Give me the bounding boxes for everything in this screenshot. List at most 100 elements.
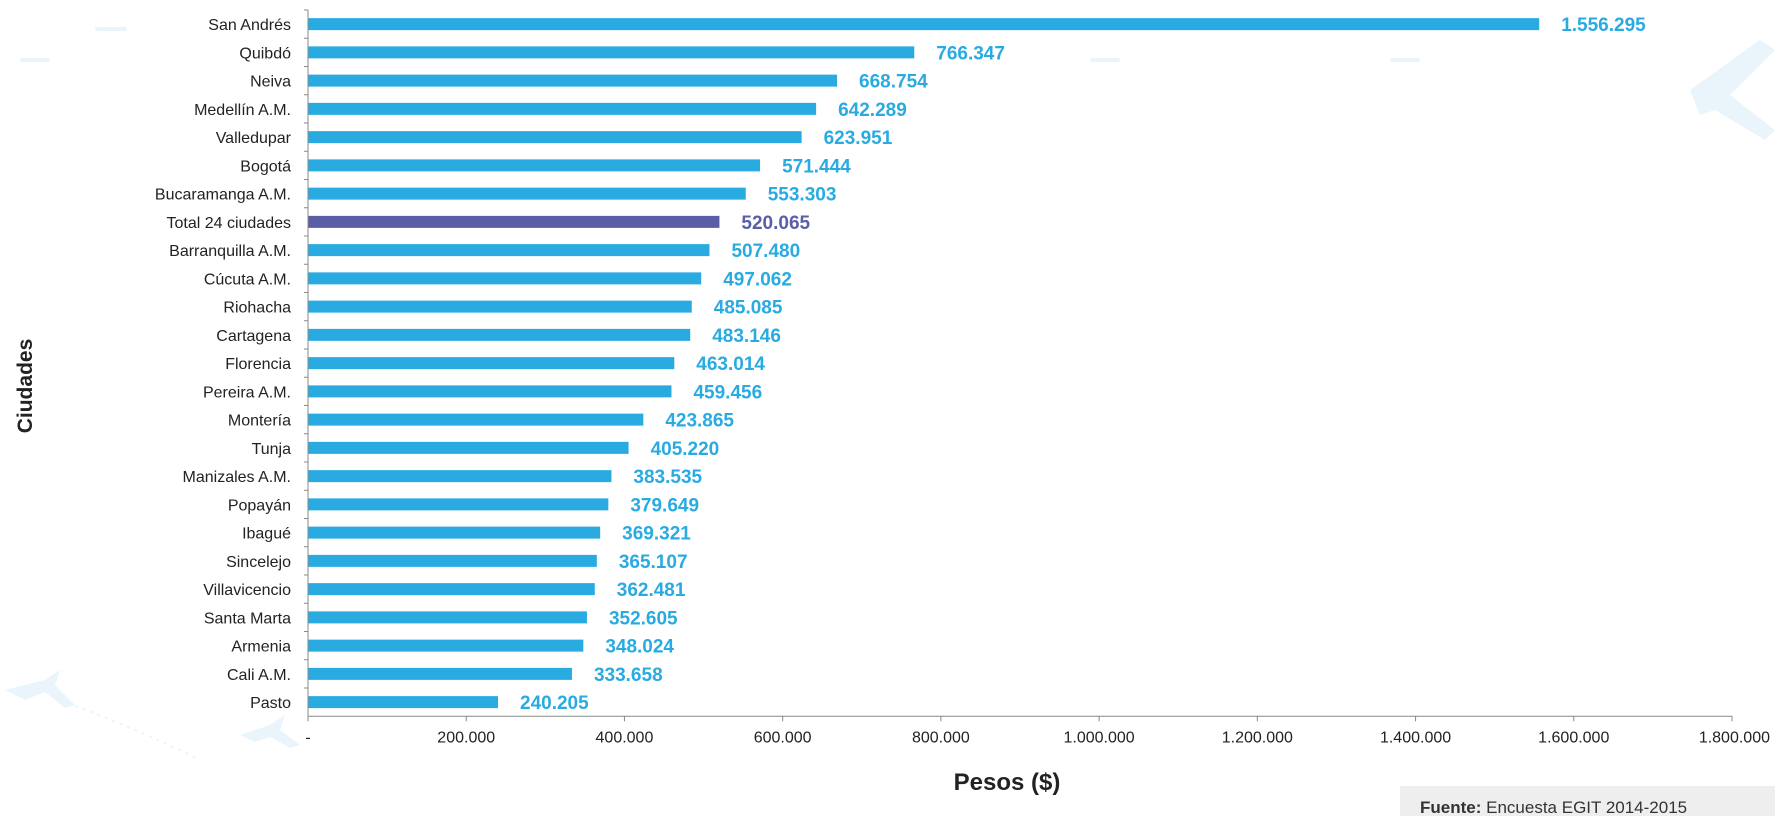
- bar: [308, 554, 597, 567]
- bar-value-label: 520.065: [741, 213, 810, 234]
- bar: [308, 667, 572, 680]
- category-label: Pasto: [250, 695, 291, 712]
- bar: [308, 583, 595, 596]
- category-label: Montería: [228, 413, 291, 430]
- source-text: Encuesta EGIT 2014-2015: [1486, 798, 1688, 817]
- bar: [308, 131, 802, 144]
- bar-value-label: 459.456: [693, 382, 762, 403]
- category-label: Armenia: [231, 639, 291, 656]
- bar: [308, 244, 710, 257]
- category-label: Valledupar: [216, 130, 292, 147]
- bar: [308, 159, 761, 172]
- bar: [308, 696, 499, 709]
- bar-value-label: 483.146: [712, 326, 781, 347]
- bar-value-label: 352.605: [609, 608, 678, 629]
- bar-value-label: 642.289: [838, 100, 907, 121]
- bar: [308, 215, 720, 228]
- category-label: Cali A.M.: [227, 667, 291, 684]
- category-label: Barranquilla A.M.: [169, 243, 291, 260]
- bar: [308, 498, 609, 511]
- bar-value-label: 463.014: [696, 354, 765, 375]
- dotted-flight-path: [59, 699, 201, 761]
- bar-value-label: 369.321: [622, 524, 691, 545]
- bar: [308, 611, 587, 624]
- category-label: Cúcuta A.M.: [204, 271, 291, 288]
- source-note: Fuente: Encuesta EGIT 2014-2015: [1400, 786, 1775, 817]
- category-label: Total 24 ciudades: [166, 215, 291, 232]
- bar-value-label: 348.024: [605, 637, 674, 658]
- bar: [308, 385, 672, 398]
- x-ticks-layer: - 200.000 400.000 600.000 800.000 1.000.000 1.…: [305, 716, 1770, 746]
- bar: [308, 18, 1540, 31]
- category-label: Bogotá: [240, 158, 291, 175]
- category-label: Florencia: [225, 356, 291, 373]
- bar-value-label: 383.535: [633, 467, 702, 488]
- category-label: Pereira A.M.: [203, 384, 291, 401]
- bar: [308, 413, 644, 426]
- bars-layer: [308, 18, 1540, 709]
- category-label: Ibagué: [242, 526, 291, 543]
- bar-value-label: 766.347: [936, 43, 1005, 64]
- background-decoration: [5, 27, 1775, 761]
- bar: [308, 441, 629, 454]
- bar: [308, 526, 601, 539]
- bar-value-label: 405.220: [651, 439, 720, 460]
- x-tick-label: 200.000: [437, 729, 495, 746]
- category-label: San Andrés: [208, 17, 291, 34]
- bar: [308, 272, 702, 285]
- category-label: Bucaramanga A.M.: [155, 187, 291, 204]
- bar-value-label: 507.480: [731, 241, 800, 262]
- bar-value-label: 379.649: [630, 495, 699, 516]
- bar: [308, 187, 746, 200]
- category-label: Medellín A.M.: [194, 102, 291, 119]
- airplane-icon: [240, 715, 300, 748]
- x-tick-label: 1.600.000: [1538, 729, 1609, 746]
- y-axis-title: Ciudades: [14, 339, 37, 434]
- x-tick-label: 600.000: [754, 729, 812, 746]
- bar-value-label: 668.754: [859, 72, 928, 93]
- bar-value-label: 240.205: [520, 693, 589, 714]
- category-label: Popayán: [228, 497, 291, 514]
- category-label: Quibdó: [239, 45, 291, 62]
- bar: [308, 328, 691, 341]
- category-labels-layer: San Andrés Quibdó Neiva Medellín A.M. Valled…: [155, 17, 292, 712]
- x-tick-label: 800.000: [912, 729, 970, 746]
- bar-value-label: 485.085: [714, 298, 783, 319]
- bar-value-label: 333.658: [594, 665, 663, 686]
- category-label: Villavicencio: [203, 582, 291, 599]
- bar: [308, 46, 915, 59]
- airplane-icon: [1690, 40, 1775, 140]
- category-label: Tunja: [252, 441, 292, 458]
- x-axis-title: Pesos ($): [954, 769, 1061, 796]
- bar: [308, 639, 584, 652]
- axes-layer: [304, 9, 1732, 717]
- category-label: Neiva: [250, 74, 291, 91]
- x-tick-label: -: [305, 729, 310, 746]
- airplane-icon: [5, 670, 75, 708]
- source-label: Fuente:: [1420, 798, 1482, 817]
- bar-value-label: 553.303: [768, 185, 837, 206]
- bar: [308, 470, 612, 483]
- category-label: Manizales A.M.: [183, 469, 291, 486]
- x-tick-label: 1.800.000: [1699, 729, 1770, 746]
- x-tick-label: 1.200.000: [1222, 729, 1293, 746]
- bar: [308, 74, 838, 87]
- value-labels-layer: 1.556.295 766.347 668.754 642.289 623.951 571…: [520, 15, 1646, 714]
- category-label: Riohacha: [223, 300, 291, 317]
- x-tick-label: 400.000: [596, 729, 654, 746]
- bar-value-label: 423.865: [665, 411, 734, 432]
- bar: [308, 357, 675, 370]
- bar: [308, 300, 692, 313]
- bar-value-label: 497.062: [723, 269, 792, 290]
- bar-value-label: 623.951: [824, 128, 893, 149]
- x-tick-label: 1.400.000: [1380, 729, 1451, 746]
- bar-value-label: 1.556.295: [1561, 15, 1646, 36]
- category-label: Sincelejo: [226, 554, 291, 571]
- bar-value-label: 571.444: [782, 156, 851, 177]
- bar: [308, 102, 817, 115]
- category-label: Santa Marta: [204, 610, 291, 627]
- x-tick-label: 1.000.000: [1064, 729, 1135, 746]
- bar-value-label: 362.481: [617, 580, 686, 601]
- category-label: Cartagena: [216, 328, 291, 345]
